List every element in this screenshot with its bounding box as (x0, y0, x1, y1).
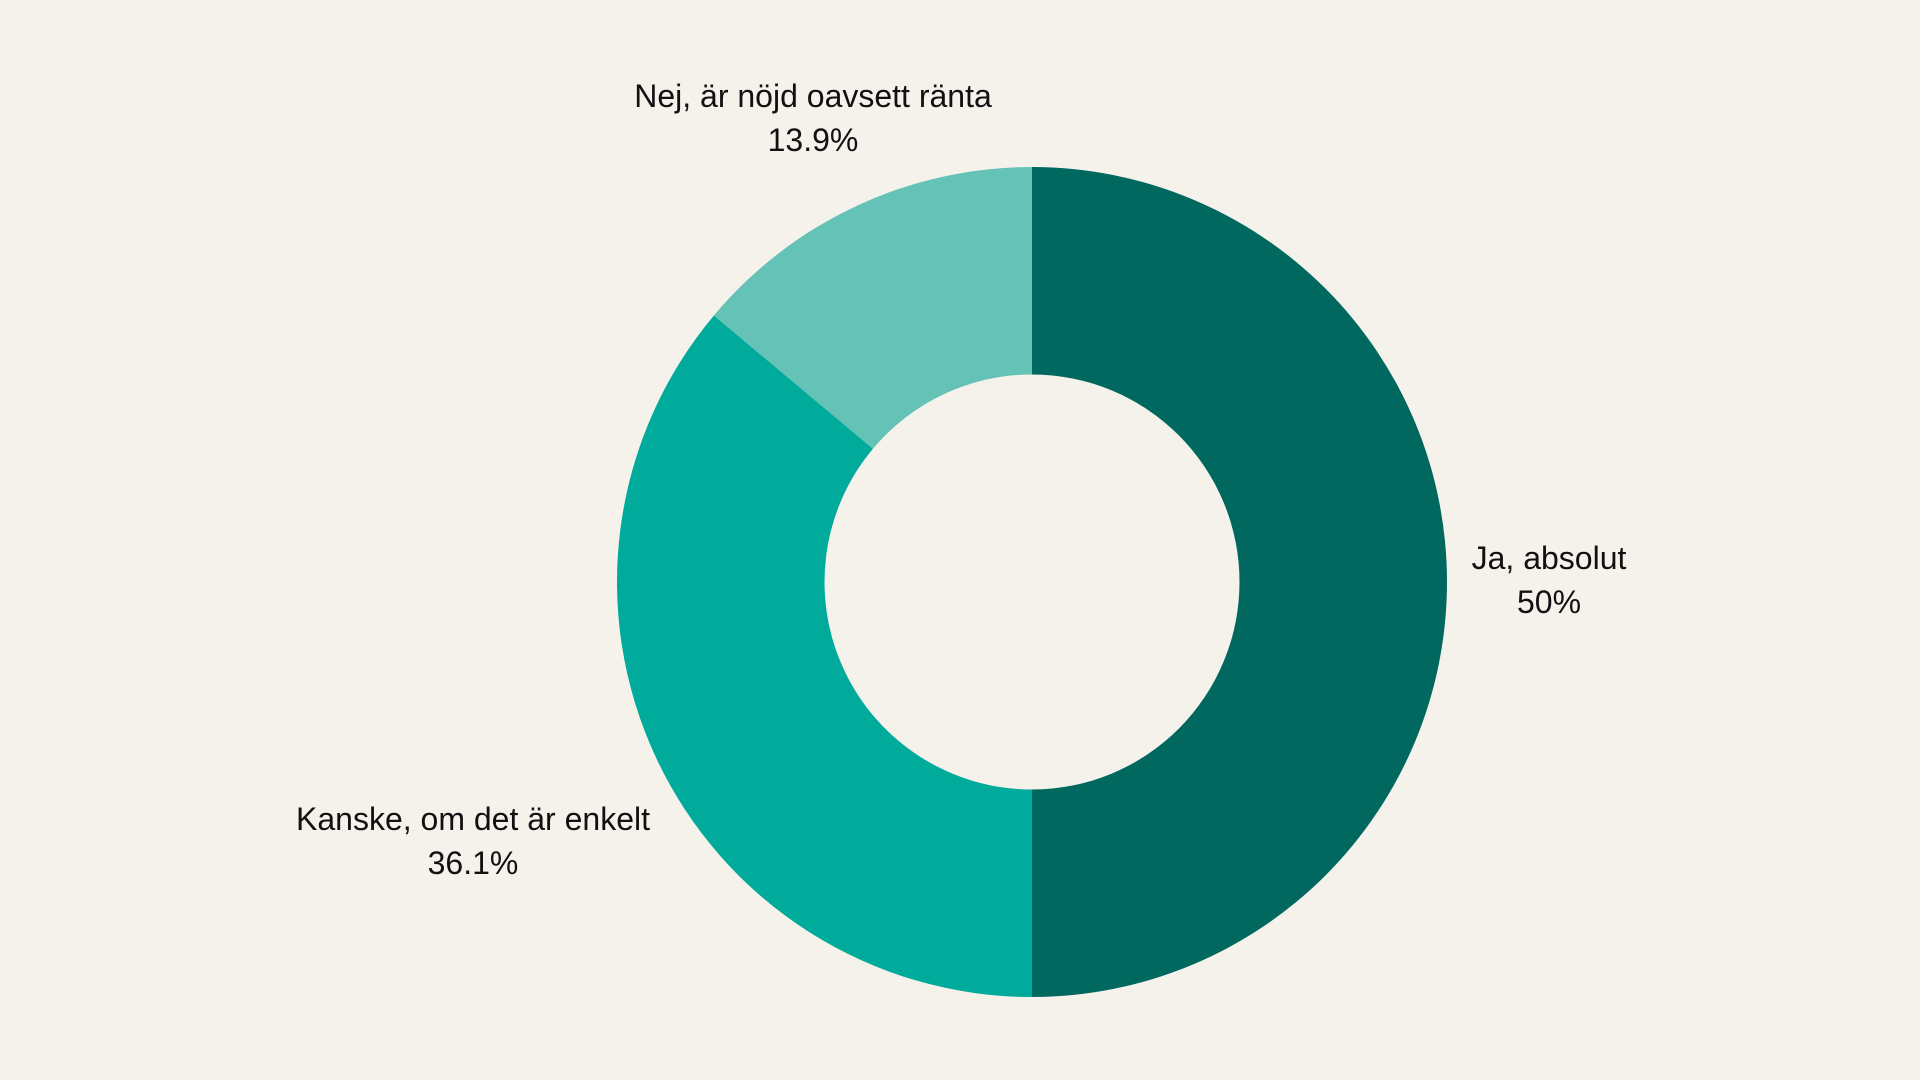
slice-ja-absolut (1032, 167, 1447, 997)
label-ja-absolut-value: 50% (1516, 584, 1582, 620)
label-nej: Nej, är nöjd oavsett ränta 13.9% (634, 74, 992, 162)
slice-nej-är-nöjd-oavsett-ränta (713, 167, 1032, 449)
label-nej-value: 13.9% (767, 122, 859, 158)
label-kanske-value: 36.1% (427, 845, 519, 881)
label-kanske-name: Kanske, om det är enkelt (296, 801, 650, 837)
label-ja-absolut-name: Ja, absolut (1471, 540, 1627, 576)
label-kanske: Kanske, om det är enkelt 36.1% (296, 797, 650, 885)
slice-kanske-om-det-är-enkelt (616, 315, 1032, 997)
label-nej-name: Nej, är nöjd oavsett ränta (634, 78, 992, 114)
donut-slices (616, 167, 1447, 997)
label-ja-absolut: Ja, absolut 50% (1472, 536, 1627, 624)
